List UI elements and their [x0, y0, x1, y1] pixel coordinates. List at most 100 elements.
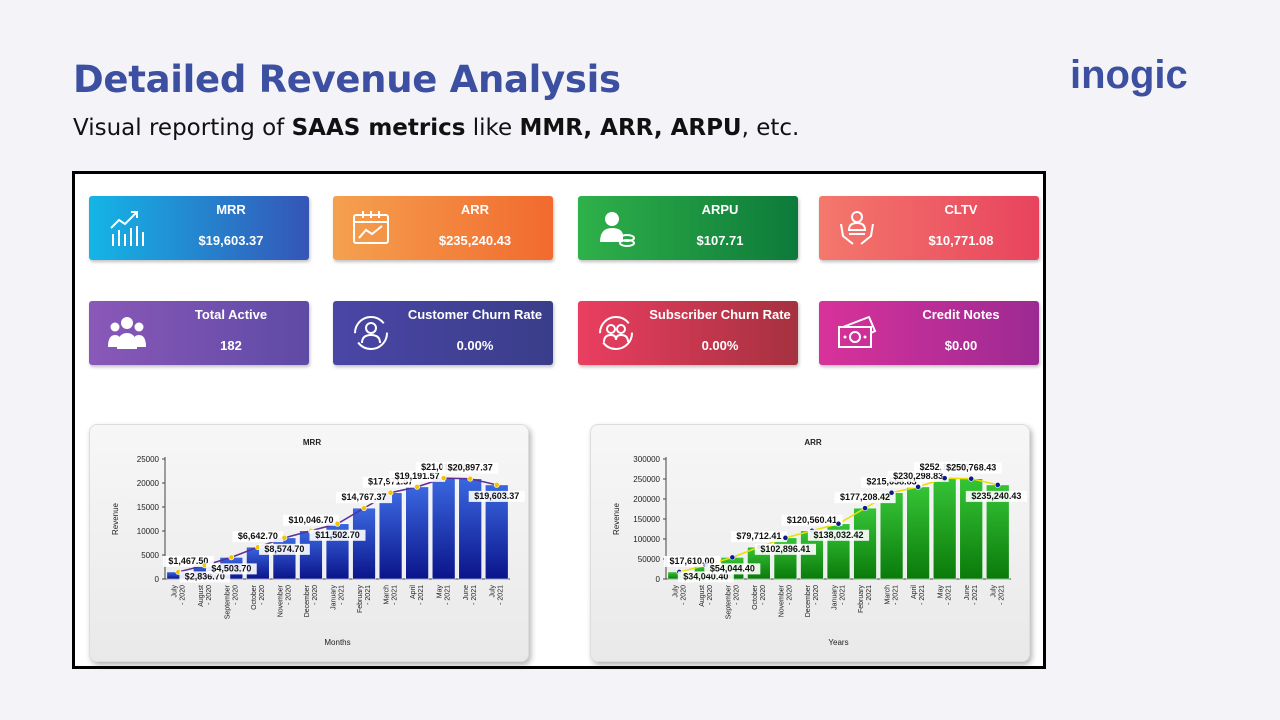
data-label: $1,467.50: [168, 556, 208, 566]
bar[interactable]: [352, 507, 376, 580]
y-tick-label: 20000: [137, 479, 160, 488]
kpi-value: $107.71: [696, 233, 744, 248]
y-tick-label: 300000: [633, 455, 660, 464]
users-icon: [108, 317, 146, 349]
data-point[interactable]: [334, 520, 341, 527]
kpi-label: CLTV: [944, 202, 978, 217]
data-point[interactable]: [361, 505, 367, 512]
kpi-label: ARR: [460, 202, 490, 217]
data-label: $17,610.00: [669, 556, 714, 566]
kpi-value: 0.00%: [701, 338, 739, 353]
data-label-bg: [362, 476, 419, 488]
x-tick-label: December- 2020: [304, 584, 319, 617]
data-label-bg: [282, 514, 339, 526]
data-label: $14,767.37: [342, 492, 387, 502]
x-tick-label: May- 2021: [437, 585, 452, 605]
kpi-card-subscriber-churn-rate[interactable]: Subscriber Churn Rate 0.00%: [578, 301, 798, 365]
kpi-value: $10,771.08: [928, 233, 994, 248]
data-point[interactable]: [387, 489, 394, 496]
bar[interactable]: [879, 492, 904, 580]
kpi-card-cltv[interactable]: CLTV $10,771.08: [819, 196, 1039, 260]
subtitle-text-like: like: [465, 115, 520, 141]
x-tick-label: July- 2020: [171, 585, 186, 605]
data-label: $11,502.70: [315, 530, 360, 540]
kpi-card-arpu[interactable]: ARPU $107.71: [578, 196, 798, 260]
data-label-bg: [205, 563, 257, 575]
y-tick-label: 15000: [137, 503, 160, 512]
data-label-bg: [730, 531, 787, 543]
kpi-label: MRR: [216, 202, 246, 217]
data-label: $230,298.83: [893, 471, 943, 481]
x-tick-label: April- 2021: [911, 585, 926, 605]
data-label-bg: [834, 492, 896, 504]
data-label: $250,768.43: [946, 463, 996, 473]
data-point[interactable]: [493, 482, 500, 488]
page-title: Detailed Revenue Analysis: [73, 58, 621, 101]
kpi-card-total-active[interactable]: Total Active 182: [89, 301, 309, 365]
bar[interactable]: [378, 492, 403, 580]
y-axis-label: Revenue: [111, 502, 120, 535]
data-label: $102,896.41: [760, 544, 810, 554]
x-tick-label: December- 2020: [805, 584, 820, 617]
data-point[interactable]: [994, 482, 1001, 488]
data-point[interactable]: [862, 505, 868, 512]
x-tick-label: May- 2021: [938, 585, 953, 605]
data-label: $79,712.41: [736, 531, 781, 541]
bar[interactable]: [906, 486, 930, 580]
data-label-bg: [664, 555, 720, 567]
data-label: $8,574.70: [264, 544, 304, 554]
x-tick-label: July- 2020: [672, 585, 687, 605]
user-cycle-icon: [354, 316, 388, 350]
chart-arr-svg: ARR 0 50000 100000 150000 200000 250000 300000 R…: [612, 438, 1027, 647]
user-coins-icon: [600, 212, 635, 247]
data-label-bg: [163, 555, 214, 567]
data-point[interactable]: [968, 475, 975, 482]
y-tick-label: 10000: [137, 527, 160, 536]
data-point[interactable]: [941, 475, 948, 482]
y-tick-label: 250000: [633, 475, 660, 484]
data-label: $10,046.70: [288, 515, 333, 525]
kpi-card-arr[interactable]: ARR $235,240.43: [333, 196, 553, 260]
bar[interactable]: [853, 507, 877, 580]
data-point[interactable]: [414, 483, 421, 490]
data-label: $20,897.37: [448, 463, 493, 473]
bar[interactable]: [405, 486, 429, 580]
x-tick-label: January- 2021: [331, 585, 346, 610]
dashboard-frame: MRR $19,603.37 ARR $235,240.43 ARPU $107.71 CL…: [72, 171, 1046, 669]
data-point[interactable]: [835, 520, 842, 527]
kpi-card-mrr[interactable]: MRR $19,603.37: [89, 196, 309, 260]
x-tick-label: October- 2020: [752, 584, 767, 610]
data-label-bg: [468, 490, 525, 502]
data-point[interactable]: [729, 554, 736, 561]
data-label-bg: [940, 462, 1002, 474]
hands-user-icon: [840, 211, 874, 245]
x-axis-label: Months: [324, 638, 350, 647]
data-point[interactable]: [782, 534, 789, 541]
data-point[interactable]: [888, 489, 895, 496]
data-point[interactable]: [915, 483, 922, 490]
data-point[interactable]: [440, 475, 447, 482]
data-label-bg: [887, 470, 949, 482]
kpi-value: 0.00%: [456, 338, 494, 353]
data-point[interactable]: [281, 534, 288, 541]
data-label-bg: [389, 470, 446, 482]
data-point[interactable]: [228, 554, 235, 561]
kpi-card-credit-notes[interactable]: Credit Notes $0.00: [819, 301, 1039, 365]
kpi-value: $0.00: [944, 338, 978, 353]
bar[interactable]: [431, 477, 456, 580]
data-label-bg: [781, 514, 843, 526]
kpi-card-customer-churn-rate[interactable]: Customer Churn Rate 0.00%: [333, 301, 553, 365]
data-label-bg: [232, 531, 284, 543]
data-label-bg: [965, 490, 1027, 502]
subtitle-text-etc: , etc.: [741, 115, 800, 141]
kpi-label: Total Active: [194, 307, 268, 322]
chart-mrr-svg: MRR 0 5000 10000 15000 20000 25000 Revenue Month…: [111, 438, 525, 647]
bar[interactable]: [932, 477, 957, 580]
x-axis-label: Years: [828, 638, 848, 647]
kpi-label: ARPU: [701, 202, 739, 217]
data-label: $235,240.43: [971, 491, 1021, 501]
x-tick-label: June- 2021: [463, 585, 478, 605]
data-point[interactable]: [467, 475, 474, 482]
x-tick-label: August- 2020: [198, 585, 213, 607]
calendar-chart-icon: [353, 211, 389, 244]
